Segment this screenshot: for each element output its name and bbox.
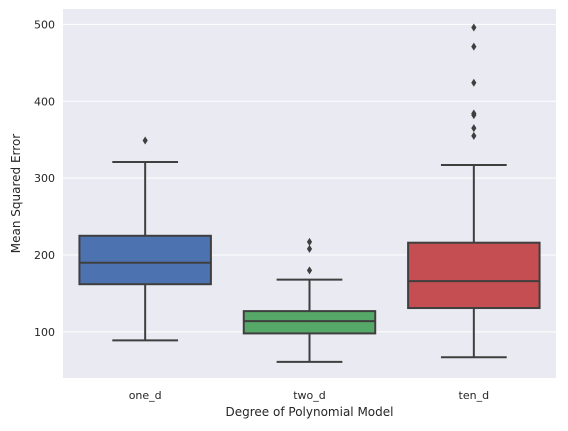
box-ten_d xyxy=(407,241,541,310)
x-tick-label-one_d: one_d xyxy=(129,389,162,402)
x-tick-labels: one_d two_d ten_d xyxy=(129,389,489,402)
outlier-ten_d-0 xyxy=(471,131,477,140)
x-tick-label-two_d: two_d xyxy=(293,389,326,402)
box-one_d xyxy=(78,234,212,286)
outlier-ten_d-5 xyxy=(471,42,477,51)
x-tick-label-ten_d: ten_d xyxy=(459,389,490,402)
box-two_d xyxy=(242,310,377,335)
box-group-ten_d xyxy=(407,23,541,359)
y-tick-label-100: 100 xyxy=(34,326,55,339)
y-tick-labels: 100 200 300 400 500 xyxy=(34,18,55,339)
outlier-one_d-0 xyxy=(142,136,148,145)
outlier-ten_d-3 xyxy=(471,109,477,118)
y-tick-label-300: 300 xyxy=(34,172,55,185)
boxes xyxy=(78,23,541,363)
outlier-ten_d-4 xyxy=(471,78,477,87)
y-tick-label-500: 500 xyxy=(34,18,55,31)
outlier-two_d-2 xyxy=(306,237,313,246)
outlier-two_d-1 xyxy=(306,244,313,253)
box-group-two_d xyxy=(242,237,377,363)
y-axis-label: Mean Squared Error xyxy=(9,134,23,254)
outlier-ten_d-1 xyxy=(471,124,477,133)
x-axis-label: Degree of Polynomial Model xyxy=(226,405,394,419)
box-group-one_d xyxy=(78,136,212,342)
y-tick-label-200: 200 xyxy=(34,249,55,262)
y-tick-label-400: 400 xyxy=(34,95,55,108)
outlier-ten_d-6 xyxy=(471,23,477,32)
outlier-two_d-0 xyxy=(306,266,313,275)
